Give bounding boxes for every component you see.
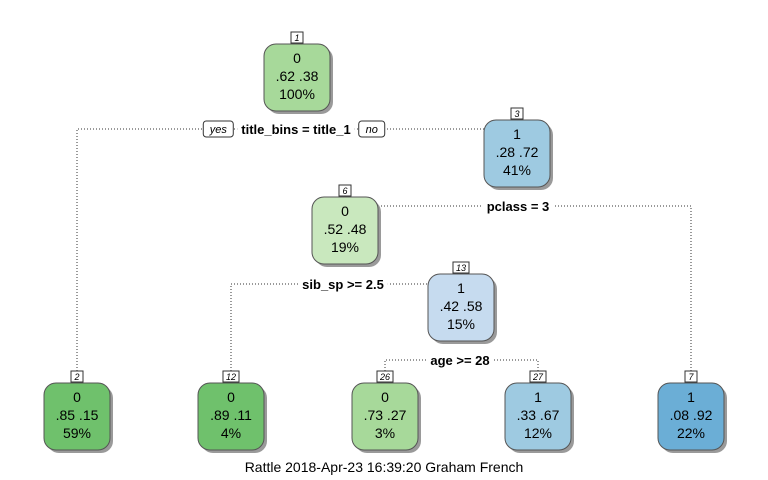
node-box: [43, 382, 111, 451]
node-probs: .33 .67: [517, 407, 560, 423]
node-probs: .89 .11: [210, 407, 252, 423]
split-label-bg: [482, 196, 554, 214]
node-box: [483, 119, 551, 188]
node-box: [427, 273, 495, 342]
split-label-bg: [298, 274, 388, 292]
node-class: 1: [534, 389, 542, 405]
node-number: 6: [342, 186, 347, 196]
split-label-bg: [237, 119, 355, 137]
node-pct: 4%: [221, 425, 241, 441]
node-probs: .62 .38: [276, 68, 319, 84]
node-number: 27: [532, 372, 544, 382]
split-connector-node-3: [344, 197, 692, 383]
node-number-box: [510, 107, 524, 120]
tree-node-1: 0 .62 .38 100% 1: [263, 31, 333, 114]
tree-node-6: 0 .52 .48 19% 6: [311, 184, 381, 267]
node-pct: 15%: [447, 316, 475, 332]
node-pct: 19%: [331, 239, 359, 255]
node-box: [504, 382, 572, 451]
node-class: 1: [687, 389, 695, 405]
node-box: [197, 382, 265, 451]
node-number-box: [376, 370, 394, 383]
no-label-box: [358, 120, 386, 138]
node-probs: .42 .58: [440, 298, 483, 314]
node-class: 1: [457, 280, 465, 296]
node-number-box: [529, 370, 547, 383]
node-class: 0: [341, 203, 349, 219]
node-number: 7: [688, 372, 694, 382]
split-labels: title_bins = title_1 yes no pclass = 3 sib_s…: [202, 119, 554, 368]
tree-node-12: 0 .89 .11 4% 12: [197, 370, 267, 453]
node-number-box: [338, 184, 352, 197]
split-label-node-3: pclass = 3: [487, 199, 550, 214]
tree-node-13: 1 .42 .58 15% 13: [427, 261, 497, 344]
node-box: [311, 196, 379, 265]
split-label-node-6: sib_sp >= 2.5: [302, 277, 384, 292]
split-label-node-1: title_bins = title_1: [241, 122, 350, 137]
node-pct: 59%: [63, 425, 91, 441]
tree-node-2: 0 .85 .15 59% 2: [43, 370, 113, 453]
node-number: 2: [73, 372, 79, 382]
node-box: [351, 382, 419, 451]
node-box: [263, 43, 331, 112]
tree-node-7: 1 .08 .92 22% 7: [657, 370, 727, 453]
node-class: 0: [73, 389, 81, 405]
node-number: 1: [294, 33, 299, 43]
node-number: 13: [456, 263, 466, 273]
node-probs: .52 .48: [324, 221, 367, 237]
node-number-box: [290, 31, 304, 44]
node-pct: 22%: [677, 425, 705, 441]
node-pct: 41%: [503, 162, 531, 178]
node-probs: .85 .15: [56, 407, 99, 423]
tree-node-27: 1 .33 .67 12% 27: [504, 370, 574, 453]
node-number: 3: [514, 109, 519, 119]
node-number: 12: [226, 372, 236, 382]
yes-label-box: [202, 120, 234, 138]
node-pct: 3%: [375, 425, 395, 441]
yes-label: yes: [209, 124, 228, 136]
node-number-box: [70, 370, 84, 383]
node-probs: .08 .92: [670, 407, 713, 423]
node-pct: 100%: [279, 86, 315, 102]
node-number-box: [222, 370, 240, 383]
node-number: 26: [379, 372, 390, 382]
connectors: [76, 120, 692, 383]
node-number-box: [452, 261, 470, 274]
node-number-box: [684, 370, 698, 383]
node-pct: 12%: [524, 425, 552, 441]
node-probs: .28 .72: [496, 144, 539, 160]
no-label: no: [366, 124, 378, 136]
split-label-node-13: age >= 28: [430, 353, 489, 368]
node-probs: .73 .27: [364, 407, 407, 423]
node-class: 0: [293, 50, 301, 66]
node-class: 0: [227, 389, 235, 405]
nodes: 0 .62 .38 100% 1 1 .28 .72 41% 3 0 .52 .48 19% 6 1 .4…: [43, 31, 727, 453]
tree-node-26: 0 .73 .27 3% 26: [351, 370, 421, 453]
tree-node-3: 1 .28 .72 41% 3: [483, 107, 553, 190]
node-class: 0: [381, 389, 389, 405]
node-box: [657, 382, 725, 451]
caption: Rattle 2018-Apr-23 16:39:20 Graham Frenc…: [244, 459, 524, 475]
node-class: 1: [513, 126, 521, 142]
split-label-bg: [426, 350, 494, 368]
